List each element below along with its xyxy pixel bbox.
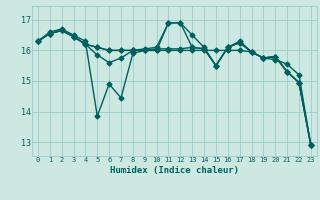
- X-axis label: Humidex (Indice chaleur): Humidex (Indice chaleur): [110, 166, 239, 175]
